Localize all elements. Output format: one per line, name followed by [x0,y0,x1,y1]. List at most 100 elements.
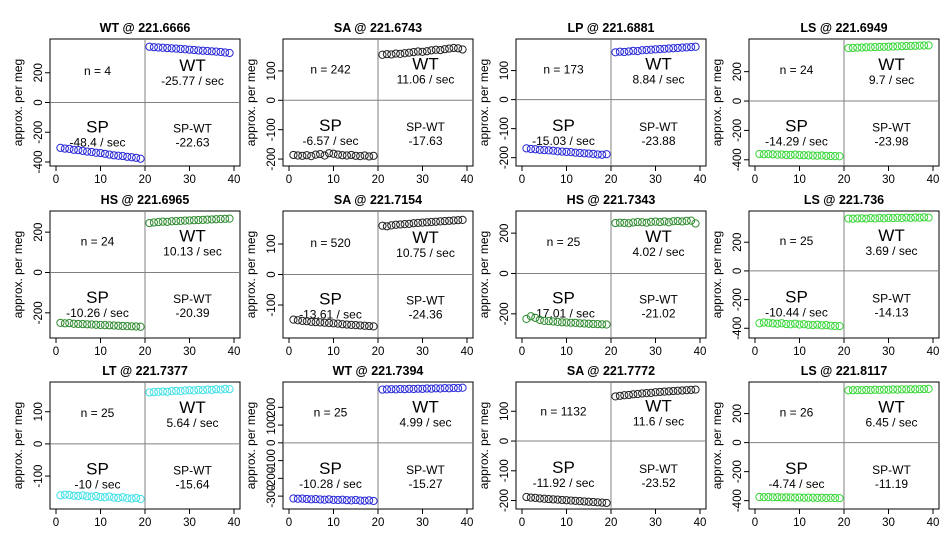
data-point [817,151,826,160]
data-point [422,218,432,227]
y-tick-label: 100 [266,61,278,80]
data-point [431,45,440,54]
y-tick-label: -200 [732,288,744,311]
data-point [338,495,347,504]
y-tick-label: 100 [499,61,511,80]
data-point [87,492,96,501]
sp-wt-label: SP-WT [406,120,445,134]
data-point [804,320,813,329]
data-point [853,385,862,395]
sp-wt-value-label: -20.39 [175,306,209,320]
sample-count-label: n = 173 [543,62,584,76]
y-tick-label: -100 [499,117,511,140]
data-point [875,42,884,52]
data-point [342,496,351,505]
data-point [203,385,212,394]
x-tick-label: 30 [649,517,662,529]
sp-wt-label: SP-WT [872,463,911,477]
data-point [91,491,101,501]
data-point [293,151,302,160]
y-tick-label: -100 [266,118,278,141]
x-tick-label: 0 [53,174,59,186]
chart-panel: LT @ 221.7377 0 10 20 30 40 -100 0 100 approx. pe… [11,364,241,529]
chart-panel: HS @ 221.6965 0 10 20 30 40 -200 0 200 approx. pe… [11,193,241,358]
data-point [638,218,647,227]
x-tick-label: 20 [372,517,385,529]
sp-rate-label: -14.29 / sec [765,135,828,149]
data-point [879,214,889,223]
y-axis-label: approx. per meg [477,402,491,489]
data-point [673,386,682,395]
x-tick-label: 40 [694,517,707,529]
data-point [163,43,172,53]
data-point [369,151,378,160]
data-point [817,321,826,330]
y-tick-label: -400 [732,148,744,171]
data-point [422,47,432,56]
y-tick-label: 0 [499,270,511,276]
data-point [158,387,167,396]
data-point [449,383,458,393]
data-point [221,214,230,223]
data-point [123,322,132,331]
data-point [786,320,795,329]
y-tick-label: 0 [33,99,45,105]
data-point [105,321,114,330]
data-point [109,493,118,502]
sp-label: SP [785,459,808,478]
data-point [413,218,423,228]
data-point [225,214,234,223]
data-point [629,46,638,55]
data-point [553,317,562,326]
data-point [598,498,607,507]
data-point [624,390,633,400]
data-point [172,216,181,226]
data-point [768,493,777,502]
data-point [687,42,696,52]
data-point [176,44,185,54]
data-point [163,217,172,226]
x-tick-label: 40 [927,346,940,358]
data-point [522,144,531,153]
data-point [549,146,558,155]
chart-panel: SA @ 221.6743 0 10 20 30 40 -200 -100 0 100 approx… [244,21,474,186]
x-tick-label: 40 [694,174,707,186]
data-point [835,152,844,161]
data-point [91,320,101,329]
chart-panel: SA @ 221.7154 0 10 20 30 40 -100 0 100 approx. pe… [244,193,474,358]
data-point [118,151,127,161]
panel-title: LS @ 221.736 [804,193,884,207]
data-point [333,150,343,159]
x-tick-label: 30 [649,346,662,358]
data-point [664,218,673,227]
data-point [669,217,678,226]
data-point [212,47,221,56]
data-point [642,218,651,227]
y-tick-label: -200 [266,467,278,490]
data-point [531,145,540,154]
data-point [773,493,782,502]
data-point [638,46,647,55]
data-point [862,43,871,52]
data-point [911,385,920,394]
data-point [347,150,356,160]
data-point [69,145,78,154]
data-point [136,154,145,163]
data-point [553,147,562,156]
y-tick-label: 200 [33,223,45,242]
data-point [60,144,70,153]
data-point [413,384,423,393]
data-point [454,384,463,393]
data-point [571,318,580,328]
sp-rate-label: -10 / sec [74,477,120,491]
data-point [378,221,387,230]
data-point [642,45,651,55]
y-tick-label: 200 [33,63,45,82]
data-point [136,494,145,503]
data-point [651,217,660,226]
data-point [396,384,405,394]
data-point [356,152,365,161]
data-point [584,149,593,158]
data-point [118,493,127,502]
data-point [893,213,902,222]
